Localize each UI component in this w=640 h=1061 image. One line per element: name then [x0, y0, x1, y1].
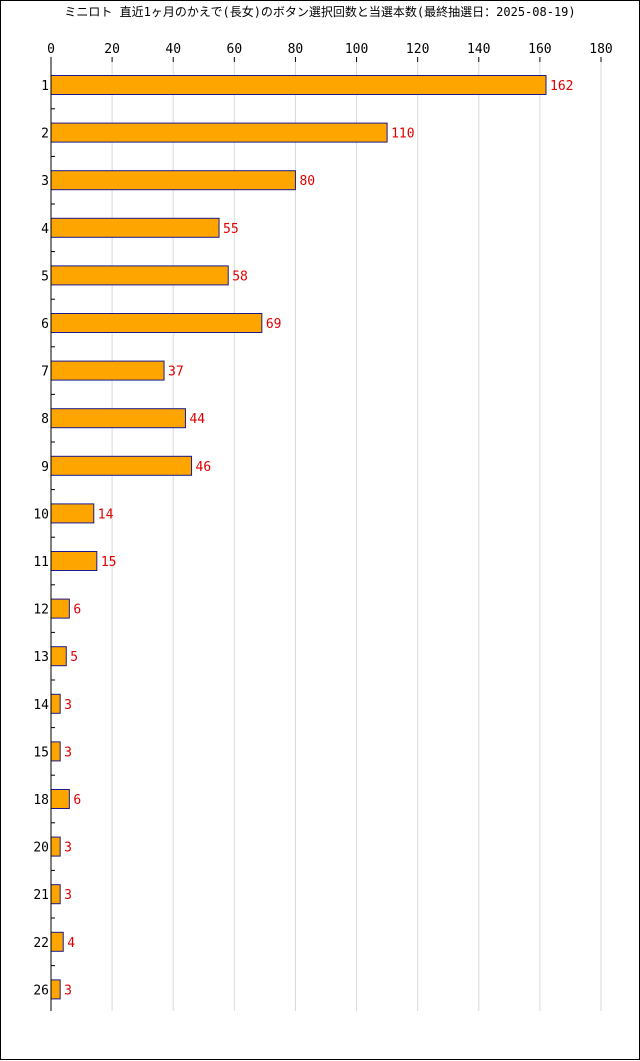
data-label: 5	[70, 650, 78, 665]
data-label: 37	[168, 365, 184, 380]
data-label: 162	[550, 79, 573, 94]
data-label: 3	[64, 983, 72, 998]
category-label: 18	[33, 793, 49, 808]
x-tick-label: 20	[104, 42, 120, 57]
data-label: 3	[64, 841, 72, 856]
x-tick-label: 0	[47, 42, 55, 57]
x-tick-label: 100	[345, 42, 368, 57]
x-tick-label: 160	[528, 42, 551, 57]
category-label: 5	[41, 269, 49, 284]
data-label: 3	[64, 888, 72, 903]
data-label: 110	[391, 127, 414, 142]
bar	[50, 979, 61, 1000]
category-label: 3	[41, 174, 49, 189]
grid-lines	[111, 62, 602, 1011]
category-label: 20	[33, 841, 49, 856]
bar	[50, 693, 61, 714]
category-label: 2	[41, 127, 49, 142]
data-label: 55	[223, 222, 239, 237]
data-label: 3	[64, 745, 72, 760]
x-tick-label: 40	[165, 42, 181, 57]
bar	[50, 789, 70, 809]
category-label: 13	[33, 650, 49, 665]
category-label: 9	[41, 460, 49, 475]
bars: 162 110 80 55 58 69 37 44 46 14 15 6 5 3 3 6 3 3 4 3	[50, 75, 573, 1000]
category-label: 21	[33, 888, 49, 903]
data-label: 6	[73, 603, 81, 618]
category-label: 1	[41, 79, 49, 94]
bar	[50, 931, 64, 952]
bar	[50, 598, 70, 619]
bar	[50, 646, 67, 667]
category-label: 26	[33, 983, 49, 998]
data-label: 4	[67, 936, 75, 951]
data-label: 58	[232, 269, 248, 284]
category-label: 8	[41, 412, 49, 427]
x-tick-label: 120	[406, 42, 429, 57]
bar	[50, 836, 61, 857]
category-label: 7	[41, 365, 49, 380]
chart-title: ミニロト 直近1ヶ月のかえで(長女)のボタン選択回数と当選本数(最終抽選日：20…	[64, 4, 575, 19]
category-label: 6	[41, 317, 49, 332]
category-label: 10	[33, 507, 49, 522]
data-label: 14	[98, 507, 114, 522]
bar	[50, 551, 98, 571]
bar	[50, 313, 263, 333]
x-tick-label: 140	[467, 42, 490, 57]
x-axis-ticks: 0 20 40 60 80 100 120 140 160 180	[47, 42, 613, 62]
bar	[50, 217, 220, 238]
bar	[50, 75, 547, 95]
x-tick-label: 60	[227, 42, 243, 57]
data-label: 80	[299, 174, 315, 189]
category-label: 4	[41, 222, 49, 237]
data-label: 15	[101, 555, 117, 570]
bar	[50, 455, 193, 476]
bar	[50, 122, 388, 143]
bar	[50, 408, 186, 429]
data-label: 44	[189, 412, 205, 427]
bar	[50, 265, 229, 286]
category-label: 14	[33, 698, 49, 713]
bar	[50, 170, 296, 191]
bar	[50, 503, 95, 524]
category-label: 12	[33, 603, 49, 618]
bar	[50, 360, 165, 381]
category-label: 22	[33, 936, 49, 951]
category-label: 15	[33, 745, 49, 760]
category-label: 11	[33, 555, 49, 570]
data-label: 6	[73, 793, 81, 808]
data-label: 46	[196, 460, 212, 475]
x-tick-label: 180	[589, 42, 612, 57]
bar	[50, 884, 61, 905]
x-tick-label: 80	[288, 42, 304, 57]
data-label: 3	[64, 698, 72, 713]
data-label: 69	[266, 317, 282, 332]
bar	[50, 741, 61, 762]
